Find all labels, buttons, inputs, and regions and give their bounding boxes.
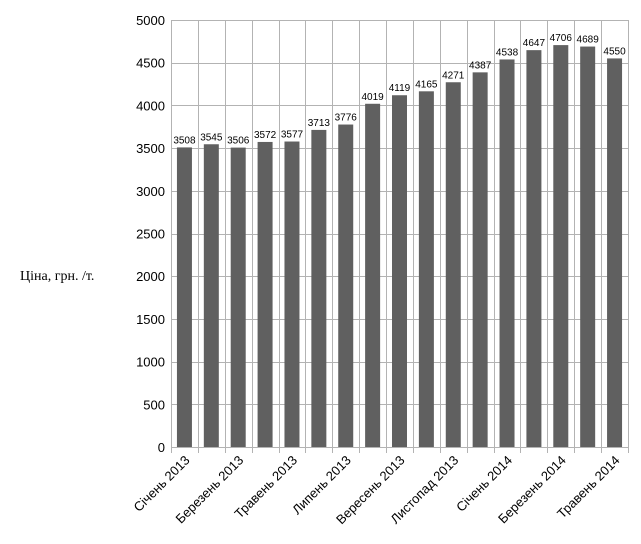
bar-1: [203, 144, 219, 447]
data-label-1: 3545: [200, 132, 223, 143]
y-tick-label-0: 0: [158, 440, 165, 455]
bar-13: [526, 50, 542, 447]
y-tick-label-10: 5000: [136, 13, 165, 28]
y-tick-label-5: 2500: [136, 227, 165, 242]
bar-14: [553, 45, 569, 447]
data-label-4: 3577: [281, 130, 304, 141]
grid-lines: [171, 20, 629, 453]
y-tick-label-6: 3000: [136, 184, 165, 199]
bars: [176, 45, 623, 448]
data-label-6: 3776: [335, 113, 358, 124]
data-label-9: 4165: [415, 79, 438, 90]
bar-6: [338, 124, 354, 447]
data-label-15: 4689: [577, 35, 600, 46]
bar-3: [257, 141, 273, 447]
data-label-12: 4538: [496, 47, 519, 58]
y-axis-ticks: 0 500 1000 1500 2000 2500 3000 3500 4000 4500 5000: [136, 13, 165, 455]
bar-16: [607, 58, 623, 448]
bar-2: [230, 147, 246, 448]
data-label-10: 4271: [442, 70, 465, 81]
y-tick-label-3: 1500: [136, 312, 165, 327]
data-label-14: 4706: [550, 33, 573, 44]
bar-7: [365, 103, 381, 447]
data-label-0: 3508: [173, 135, 196, 146]
data-label-5: 3713: [308, 118, 331, 129]
data-label-13: 4647: [523, 38, 546, 49]
bar-15: [580, 46, 596, 448]
bar-5: [311, 129, 327, 448]
data-label-3: 3572: [254, 130, 277, 141]
bar-9: [418, 91, 434, 448]
y-tick-label-4: 2000: [136, 269, 165, 284]
data-label-8: 4119: [389, 83, 411, 94]
bar-12: [499, 59, 515, 447]
y-tick-label-9: 4500: [136, 56, 165, 71]
y-tick-label-8: 4000: [136, 98, 165, 113]
y-tick-label-1: 500: [143, 397, 165, 412]
data-label-16: 4550: [603, 46, 626, 57]
data-label-11: 4387: [469, 60, 492, 71]
y-tick-label-2: 1000: [136, 355, 165, 370]
y-axis-label: Ціна, грн. /т.: [20, 269, 94, 284]
data-label-2: 3506: [227, 136, 250, 147]
bar-8: [392, 95, 407, 447]
y-tick-label-7: 3500: [136, 141, 165, 156]
bar-10: [445, 82, 461, 448]
data-label-7: 4019: [361, 92, 384, 103]
bar-11: [472, 72, 488, 448]
bar-0: [176, 147, 192, 447]
bar-4: [284, 141, 300, 447]
